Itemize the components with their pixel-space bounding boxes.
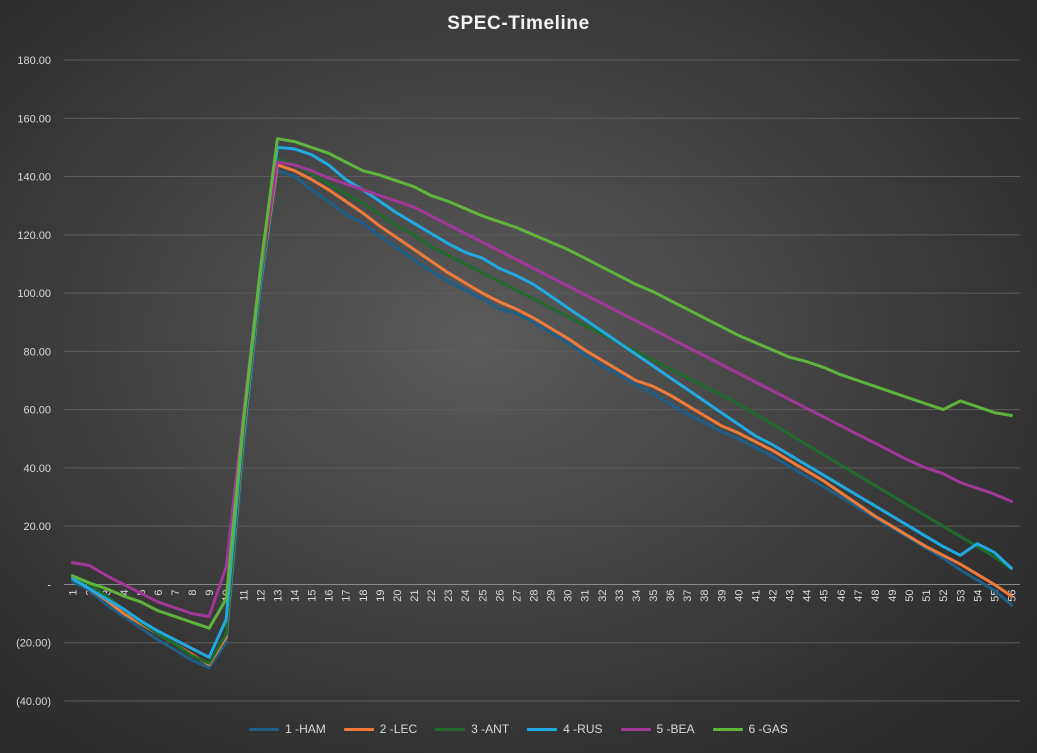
legend-label: 3 -ANT — [471, 722, 510, 736]
x-tick-label: 3 — [102, 589, 114, 595]
legend-swatch — [527, 727, 558, 731]
y-tick-label: 180.00 — [17, 55, 51, 67]
legend-swatch — [620, 727, 651, 731]
y-tick-label: 120.00 — [17, 230, 51, 242]
legend-swatch — [249, 727, 280, 731]
x-tick-label: 52 — [938, 589, 950, 601]
x-tick-label: 18 — [358, 589, 370, 601]
x-tick-label: 25 — [477, 589, 489, 601]
x-tick-label: 11 — [238, 589, 250, 600]
x-tick-label: 30 — [563, 589, 575, 601]
x-tick-label: 31 — [580, 589, 592, 601]
x-tick-label: 47 — [853, 589, 865, 601]
x-tick-label: 22 — [426, 589, 438, 601]
x-tick-label: 13 — [272, 589, 284, 601]
x-tick-label: 33 — [614, 589, 626, 601]
x-tick-label: 27 — [511, 589, 523, 601]
x-tick-label: 34 — [631, 589, 643, 601]
y-tick-label: 80.00 — [23, 346, 51, 358]
x-tick-label: 19 — [375, 589, 387, 601]
x-tick-label: 8 — [187, 589, 199, 595]
x-tick-label: 48 — [870, 589, 882, 601]
x-tick-label: 23 — [443, 589, 455, 601]
legend-item: 3 -ANT — [435, 722, 509, 736]
y-tick-label: 100.00 — [17, 288, 51, 300]
x-tick-label: 42 — [767, 589, 779, 601]
x-tick-label: 24 — [460, 589, 472, 601]
x-tick-label: 49 — [887, 589, 899, 601]
legend-label: 1 -HAM — [285, 722, 326, 736]
chart-title: SPEC-Timeline — [447, 13, 590, 34]
series-line — [71, 137, 1013, 630]
x-tick-label: 28 — [528, 589, 540, 601]
x-tick-label: 15 — [307, 589, 319, 601]
x-tick-label: 1 — [68, 589, 80, 595]
legend-label: 2 -LEC — [379, 722, 418, 736]
x-tick-label: 35 — [648, 589, 660, 601]
x-tick-label: 46 — [836, 589, 848, 601]
x-tick-label: 40 — [733, 589, 745, 601]
x-tick-label: 9 — [204, 589, 216, 595]
x-tick-label: 50 — [904, 589, 916, 601]
x-tick-label: 29 — [546, 589, 558, 601]
chart-legend: 1 -HAM 2 -LEC 3 -ANT 4 -RUS 5 -BEA 6 -GAS — [0, 722, 1037, 736]
legend-item: 5 -BEA — [620, 722, 695, 736]
x-tick-label: 38 — [699, 589, 711, 601]
legend-swatch — [435, 727, 466, 731]
x-tick-label: 53 — [955, 589, 967, 601]
x-tick-label: 39 — [716, 589, 728, 601]
x-tick-label: 16 — [324, 589, 336, 601]
x-tick-label: 45 — [819, 589, 831, 601]
y-tick-label: (40.00) — [16, 696, 51, 708]
x-tick-label: 32 — [597, 589, 609, 601]
legend-item: 6 -GAS — [712, 722, 788, 736]
x-tick-label: 43 — [785, 589, 797, 601]
y-tick-label: 20.00 — [23, 521, 51, 533]
legend-label: 5 -BEA — [656, 722, 695, 736]
y-tick-label: 60.00 — [23, 405, 51, 417]
legend-item: 4 -RUS — [527, 722, 603, 736]
x-tick-label: 12 — [255, 589, 267, 601]
x-tick-label: 44 — [802, 589, 814, 601]
y-tick-label: (20.00) — [16, 638, 51, 650]
x-tick-label: 26 — [494, 589, 506, 601]
x-tick-label: 21 — [409, 589, 421, 601]
x-tick-label: 36 — [665, 589, 677, 601]
y-tick-label: 140.00 — [17, 172, 51, 184]
series-line — [71, 160, 1013, 618]
legend-label: 4 -RUS — [563, 722, 603, 736]
x-tick-label: 54 — [972, 589, 984, 601]
legend-item: 2 -LEC — [343, 722, 418, 736]
x-tick-label: 6 — [153, 589, 165, 595]
x-tick-label: 14 — [289, 589, 301, 601]
series-line — [71, 145, 1013, 659]
legend-swatch — [712, 727, 743, 731]
y-tick-label: 40.00 — [23, 463, 51, 475]
x-tick-label: 17 — [341, 589, 353, 601]
legend-item: 1 -HAM — [249, 722, 326, 736]
y-tick-label: - — [47, 579, 51, 591]
x-tick-label: 37 — [682, 589, 694, 601]
y-tick-label: 160.00 — [17, 113, 51, 125]
x-tick-label: 51 — [921, 589, 933, 601]
legend-swatch — [343, 727, 374, 731]
x-tick-label: 4 — [119, 589, 131, 595]
x-tick-label: 41 — [750, 589, 762, 601]
x-tick-label: 7 — [170, 589, 182, 595]
legend-label: 6 -GAS — [748, 722, 788, 736]
x-tick-label: 20 — [392, 589, 404, 601]
